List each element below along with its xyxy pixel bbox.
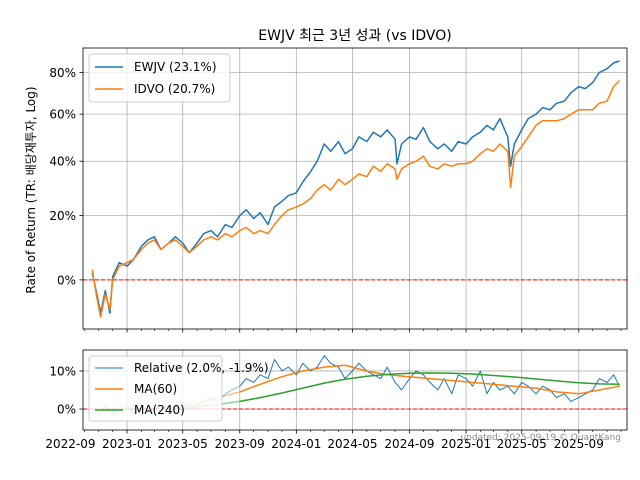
- legend-label-ma60: MA(60): [134, 382, 177, 396]
- xtick-label-0: 2022-09: [45, 437, 95, 451]
- series-line-idvo: [91, 79, 621, 318]
- x-axis-ticks: 2022-09 2023-01 2023-05 2023-09 2024-01 2024-…: [45, 430, 622, 451]
- main-plot-frame: [82, 47, 628, 330]
- relative-plot-frame: [82, 349, 628, 431]
- relative-ytick-label-0: 0%: [57, 403, 76, 417]
- chart-title: EWJV 최근 3년 성과 (vs IDVO): [258, 28, 451, 44]
- update-footer: updated: 2025-09-19 © QuantKang: [460, 433, 621, 443]
- main-series: [91, 60, 621, 318]
- main-ytick-label-4: 80%: [49, 66, 76, 80]
- main-ytick-label-0: 0%: [57, 273, 76, 287]
- xtick-label-4: 2024-01: [271, 437, 321, 451]
- relative-chart: 0% 10% 2022-09 2023-01 2023-05 2023-09 2024-0…: [45, 349, 628, 451]
- main-legend: EWJV (23.1%) IDVO (20.7%): [88, 53, 231, 103]
- main-x-tick-marks: [84, 329, 622, 333]
- xtick-label-6: 2024-09: [384, 437, 434, 451]
- xtick-label-7: 2025-01: [441, 437, 491, 451]
- legend-label-idvo: IDVO (20.7%): [134, 82, 215, 96]
- xtick-label-8: 2025-05: [497, 437, 547, 451]
- xtick-label-9: 2025-09: [554, 437, 604, 451]
- legend-label-ma240: MA(240): [134, 403, 185, 417]
- xtick-label-5: 2024-05: [327, 437, 377, 451]
- xtick-label-1: 2023-01: [102, 437, 152, 451]
- series-line-relative: [239, 355, 621, 402]
- series-line-ma240: [239, 372, 620, 403]
- xtick-label-2: 2023-05: [158, 437, 208, 451]
- relative-legend-box: [88, 355, 223, 422]
- main-ytick-label-1: 20%: [49, 209, 76, 223]
- y-axis-label: Rate of Return (TR: 배당재투자, Log): [24, 86, 38, 293]
- series-line-ma60: [239, 364, 620, 395]
- relative-ytick-label-1: 10%: [49, 364, 76, 378]
- main-legend-box: [88, 53, 231, 103]
- relative-y-ticks: 0% 10%: [49, 364, 83, 417]
- relative-legend: Relative (2.0%, -1.9%) MA(60) MA(240): [88, 355, 269, 422]
- main-chart: 0% 20% 40% 60% 80% EWJV 최근 3년 성과 (vs IDVO) R…: [24, 28, 628, 333]
- main-ytick-label-3: 60%: [49, 108, 76, 122]
- main-ytick-label-2: 40%: [49, 155, 76, 169]
- legend-label-ewjv: EWJV (23.1%): [134, 60, 217, 74]
- legend-label-relative: Relative (2.0%, -1.9%): [134, 361, 269, 375]
- main-y-ticks: 0% 20% 40% 60% 80%: [49, 66, 83, 287]
- xtick-label-3: 2023-09: [215, 437, 265, 451]
